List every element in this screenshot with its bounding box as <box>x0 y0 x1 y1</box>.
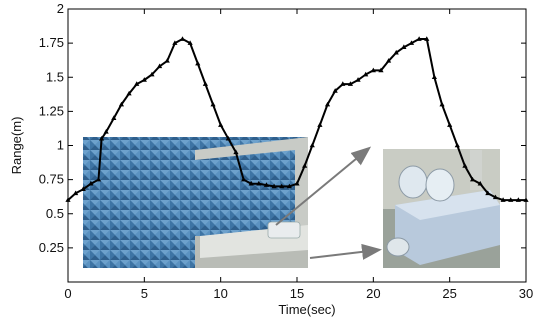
data-point <box>378 67 384 73</box>
data-point <box>492 194 499 200</box>
data-point <box>469 176 476 182</box>
data-point <box>248 180 254 186</box>
data-point <box>73 190 79 196</box>
data-point <box>225 135 231 141</box>
data-point <box>416 36 422 41</box>
data-point <box>347 81 354 86</box>
data-point <box>515 197 521 202</box>
data-point <box>202 81 208 86</box>
data-point <box>393 49 399 55</box>
data-point <box>187 40 193 45</box>
data-point <box>302 163 308 168</box>
x-tick-label: 25 <box>442 286 456 301</box>
data-point <box>218 122 224 127</box>
data-point <box>523 197 529 202</box>
data-point <box>233 149 239 155</box>
x-tick-label: 10 <box>213 286 227 301</box>
x-tick-label: 15 <box>290 286 304 301</box>
data-point <box>454 142 460 148</box>
x-tick-label: 0 <box>64 286 71 301</box>
y-tick-label: 0.75 <box>39 172 64 187</box>
data-point <box>111 115 117 120</box>
data-point <box>408 40 415 45</box>
data-point <box>355 77 361 82</box>
arrow-lower <box>309 243 382 260</box>
data-point <box>103 129 109 134</box>
data-point <box>65 197 71 202</box>
data-point <box>363 71 369 77</box>
data-point <box>210 101 216 107</box>
data-point <box>118 101 125 107</box>
data-point <box>424 36 430 41</box>
y-tick-label: 1.25 <box>39 103 64 118</box>
y-tick-label: 1.75 <box>39 35 64 50</box>
series-line <box>67 38 526 202</box>
data-point <box>370 67 376 73</box>
data-point <box>500 197 506 202</box>
x-tick-label: 5 <box>141 286 148 301</box>
inset-arrows <box>275 146 382 260</box>
y-tick-label: 2 <box>57 1 64 16</box>
data-point <box>256 180 262 186</box>
data-point <box>179 36 186 41</box>
data-point <box>172 40 178 45</box>
data-point <box>149 71 155 77</box>
data-point <box>439 101 445 107</box>
plot-area: 0 5 10 15 20 25 30 0.25 0.5 0.75 1 1.25 1.5 1.75 2 Time… <box>9 1 533 317</box>
data-point <box>164 58 170 63</box>
y-tick-label: 1 <box>57 138 64 153</box>
data-point <box>386 58 392 63</box>
data-point <box>157 63 163 69</box>
data-point <box>508 197 514 202</box>
data-point <box>462 163 468 168</box>
data-point <box>195 60 201 66</box>
data-point <box>98 135 105 141</box>
data-point <box>80 186 86 191</box>
arrow-upper <box>275 146 372 226</box>
data-point <box>134 81 140 86</box>
x-axis-label: Time(sec) <box>278 302 335 317</box>
data-point <box>447 122 453 127</box>
data-point <box>126 90 132 96</box>
data-point <box>286 183 292 189</box>
data-point <box>141 77 147 82</box>
data-point <box>340 81 346 86</box>
y-axis-label: Range(m) <box>9 117 24 175</box>
x-tick-label: 30 <box>519 286 533 301</box>
data-point <box>95 176 102 182</box>
data-point <box>324 101 331 107</box>
data-point <box>401 44 407 50</box>
data-point <box>485 190 491 196</box>
data-point <box>263 182 270 187</box>
y-tick-label: 1.5 <box>46 69 64 84</box>
data-point <box>240 176 247 182</box>
data-point <box>317 122 323 127</box>
y-tick-label: 0.5 <box>46 206 64 221</box>
data-point <box>477 180 483 186</box>
data-point <box>271 183 277 189</box>
ultrasonic-sensor-closeup-photo <box>383 149 500 268</box>
anechoic-chamber-photo <box>83 137 308 268</box>
data-point <box>309 142 315 148</box>
data-point <box>431 74 437 80</box>
data-point <box>279 183 285 189</box>
data-point <box>294 180 300 186</box>
data-point <box>88 180 94 186</box>
x-tick-label: 20 <box>366 286 380 301</box>
data-point <box>332 88 338 93</box>
y-tick-label: 0.25 <box>39 240 64 255</box>
